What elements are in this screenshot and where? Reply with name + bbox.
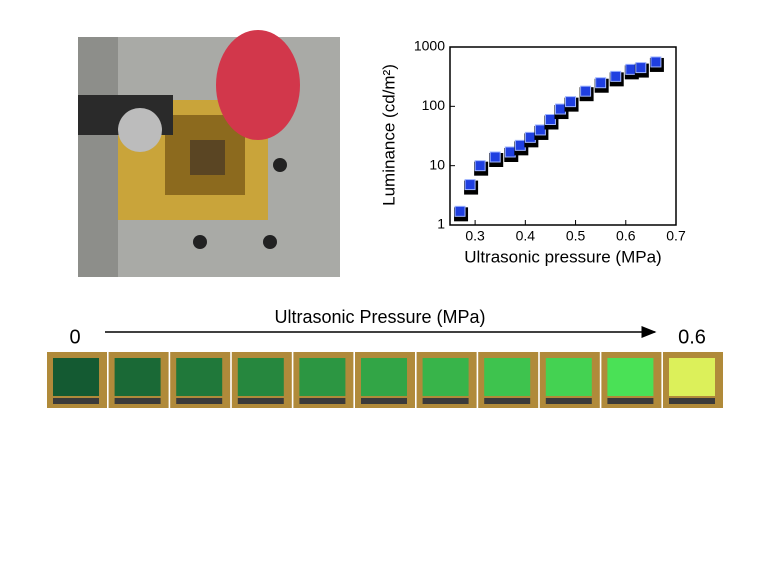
strip-edge: [607, 398, 654, 404]
point: [524, 131, 536, 143]
point: [650, 56, 662, 68]
strip-edge: [176, 398, 223, 404]
point: [534, 124, 546, 136]
strip-cell: [607, 358, 654, 396]
point: [625, 63, 637, 75]
x-tick-label: 0.7: [666, 228, 686, 244]
point: [610, 70, 622, 82]
x-tick-label: 0.3: [465, 228, 485, 244]
strip-start: 0: [69, 326, 80, 348]
strip-edge: [237, 398, 284, 404]
strip-cell: [484, 358, 531, 396]
strip-end: 0.6: [678, 326, 706, 348]
strip-cell: [361, 358, 407, 396]
y-tick-label: 100: [422, 97, 446, 113]
point: [464, 179, 476, 191]
point: [635, 62, 647, 74]
strip-cell: [422, 358, 469, 396]
point: [474, 160, 486, 172]
strip-cell: [545, 358, 592, 396]
strip-cell: [53, 358, 99, 396]
point: [454, 205, 466, 217]
x-tick-label: 0.6: [616, 228, 636, 244]
sample-strip: [47, 352, 723, 408]
strip-edge: [422, 398, 469, 404]
point: [565, 96, 577, 108]
x-tick-label: 0.5: [566, 228, 586, 244]
strip-edge: [361, 398, 407, 404]
strip-cell: [237, 358, 284, 396]
strip-cell: [299, 358, 346, 396]
x-tick-label: 0.4: [516, 228, 536, 244]
point: [595, 77, 607, 89]
y-tick-label: 1: [437, 216, 445, 232]
device-photo: [78, 30, 340, 277]
point: [580, 85, 592, 97]
strip-edge: [545, 398, 592, 404]
strip-cell: [176, 358, 223, 396]
strip-title: Ultrasonic Pressure (MPa): [274, 307, 485, 327]
point: [489, 151, 501, 163]
point: [514, 139, 526, 151]
strip-edge: [484, 398, 531, 404]
y-axis-label: Luminance (cd/m²): [379, 64, 398, 206]
strip-edge: [299, 398, 346, 404]
x-axis-label: Ultrasonic pressure (MPa): [464, 247, 661, 266]
y-tick-label: 10: [429, 156, 445, 172]
strip-cell: [669, 358, 715, 396]
y-tick-label: 1000: [414, 38, 445, 54]
strip-edge: [114, 398, 161, 404]
strip-edge: [53, 398, 99, 404]
strip-edge: [669, 398, 715, 404]
point: [504, 146, 516, 158]
point: [554, 103, 566, 115]
plot-frame: [449, 46, 677, 226]
point: [544, 113, 556, 125]
strip-cell: [114, 358, 161, 396]
